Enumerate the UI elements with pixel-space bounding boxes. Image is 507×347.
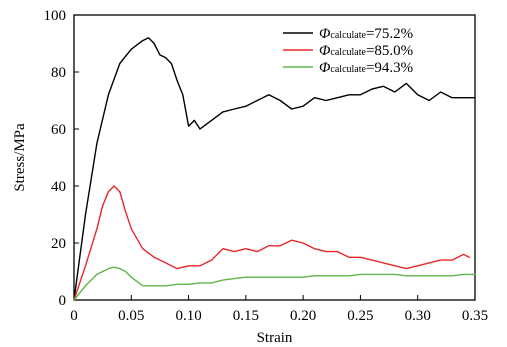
legend-label-3: Φcalculate=94.3% — [319, 60, 413, 76]
legend-value: =85.0% — [366, 43, 413, 59]
legend-symbol: Φ — [319, 60, 331, 76]
plot-border — [73, 14, 476, 301]
x-tick-label: 0.35 — [462, 308, 488, 324]
y-tick-label: 40 — [51, 179, 66, 195]
series-line-1 — [73, 37, 476, 301]
legend-value: =94.3% — [366, 60, 413, 76]
legend-symbol: Φ — [319, 43, 331, 59]
legend-subscript: calculate — [330, 64, 366, 75]
y-tick-label: 60 — [51, 122, 66, 138]
plot-frame — [73, 14, 476, 301]
x-axis-ticks: 0 0.05 0.10 0.15 0.20 0.25 0.30 0.35 — [70, 295, 488, 324]
legend-subscript: calculate — [330, 30, 366, 41]
series-line-3 — [73, 266, 476, 301]
x-tick-label: 0.15 — [233, 308, 259, 324]
legend-subscript: calculate — [330, 47, 366, 58]
x-tick-label: 0.20 — [290, 308, 316, 324]
y-axis-title: Stress/MPa — [12, 123, 28, 192]
series-layer — [73, 37, 476, 301]
x-tick-label: 0.25 — [347, 308, 373, 324]
y-tick-label: 100 — [44, 8, 67, 24]
x-tick-label: 0.30 — [405, 308, 431, 324]
legend-value: =75.2% — [366, 26, 413, 42]
x-tick-label: 0.10 — [175, 308, 201, 324]
y-axis-ticks: 0 20 40 60 80 100 — [44, 8, 79, 309]
y-tick-label: 20 — [51, 236, 66, 252]
legend: Φcalculate=75.2%Φcalculate=85.0%Φcalcula… — [283, 26, 413, 76]
legend-symbol: Φ — [319, 26, 331, 42]
series-line-2 — [73, 185, 470, 301]
legend-label-1: Φcalculate=75.2% — [319, 26, 413, 42]
x-tick-label: 0 — [70, 308, 78, 324]
legend-label-2: Φcalculate=85.0% — [319, 43, 413, 59]
y-tick-label: 80 — [51, 65, 66, 81]
y-tick-label: 0 — [59, 293, 67, 309]
x-tick-label: 0.05 — [118, 308, 144, 324]
x-axis-title: Strain — [257, 330, 293, 346]
